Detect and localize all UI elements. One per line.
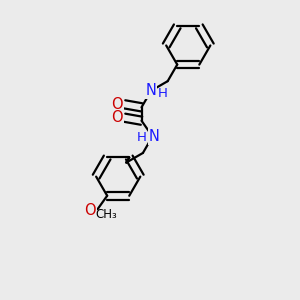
Text: O: O [111,97,123,112]
Text: O: O [84,203,96,218]
Text: H: H [157,87,167,100]
Text: O: O [111,110,123,125]
Text: N: N [148,129,159,144]
Text: CH₃: CH₃ [95,208,117,221]
Text: H: H [136,131,146,144]
Text: N: N [146,83,157,98]
